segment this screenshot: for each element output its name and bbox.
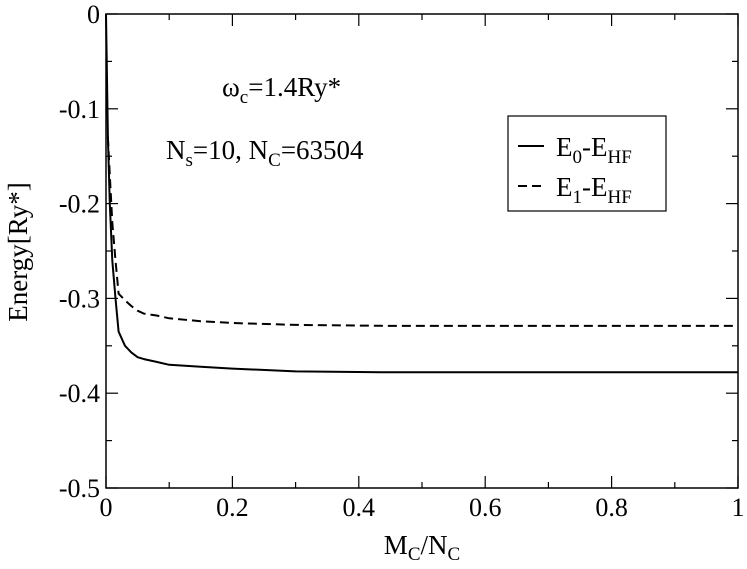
x-tick-label: 1	[732, 493, 745, 522]
legend-label-series-1: E1-EHF	[556, 172, 632, 208]
x-axis-label-sub2: C	[448, 544, 461, 564]
y-tick-label: -0.1	[59, 95, 100, 124]
y-tick-label: -0.2	[59, 190, 100, 219]
x-axis-label-sep: /N	[421, 530, 448, 560]
annotation-params: Ns=10, NC=63504	[166, 135, 364, 171]
x-tick-label: 0	[100, 493, 113, 522]
legend: E0-EHF E1-EHF	[507, 115, 667, 212]
series-line-0	[105, 13, 738, 374]
x-tick-label: 0.6	[469, 493, 502, 522]
annotation-omega: ωc=1.4Ry*	[222, 72, 341, 108]
y-tick-label: -0.4	[59, 379, 100, 408]
legend-label-series-1-b-sub: HF	[607, 187, 631, 208]
annotation-params-p1-sub: s	[186, 150, 193, 171]
x-axis-label-sub1: C	[408, 544, 421, 564]
x-tick-label: 0.4	[343, 493, 376, 522]
x-tick-label: 0.2	[216, 493, 249, 522]
x-axis-label: MC/NC	[384, 530, 460, 564]
legend-label-series-0: E0-EHF	[556, 132, 632, 168]
annotation-params-p1: N	[166, 135, 186, 165]
legend-box	[507, 115, 667, 212]
legend-label-series-0-b-sub: HF	[607, 147, 631, 168]
x-tick-label: 0.8	[595, 493, 628, 522]
x-axis-label-main: M	[384, 530, 408, 560]
y-tick-label: -0.5	[59, 474, 100, 503]
y-axis-label: Energy[Ry*]	[3, 182, 33, 321]
legend-label-series-1-a: E	[556, 172, 573, 202]
plot-frame	[105, 13, 739, 489]
annotation-params-p2-sub: C	[268, 150, 281, 171]
legend-label-series-1-a-sub: 1	[573, 187, 583, 208]
annotation-params-p2-rest: =63504	[281, 135, 364, 165]
legend-label-series-0-b: -E	[582, 132, 607, 162]
legend-label-series-1-b: -E	[582, 172, 607, 202]
ticks: 0 0.2 0.4 0.6 0.8 1 0 -0.1 -0.2 -0.3 -0.4 -0.5	[59, 0, 745, 522]
annotation-params-p1-rest: =10, N	[193, 135, 268, 165]
legend-label-series-0-a-sub: 0	[573, 147, 583, 168]
series-line-1	[106, 137, 738, 327]
series-group	[105, 13, 738, 374]
annotation-omega-sub: c	[240, 87, 248, 108]
legend-label-series-0-a: E	[556, 132, 573, 162]
annotation-omega-main: ω	[222, 72, 240, 102]
y-tick-label: 0	[87, 0, 100, 29]
annotation-omega-rest: =1.4Ry*	[248, 72, 341, 102]
y-tick-label: -0.3	[59, 284, 100, 313]
